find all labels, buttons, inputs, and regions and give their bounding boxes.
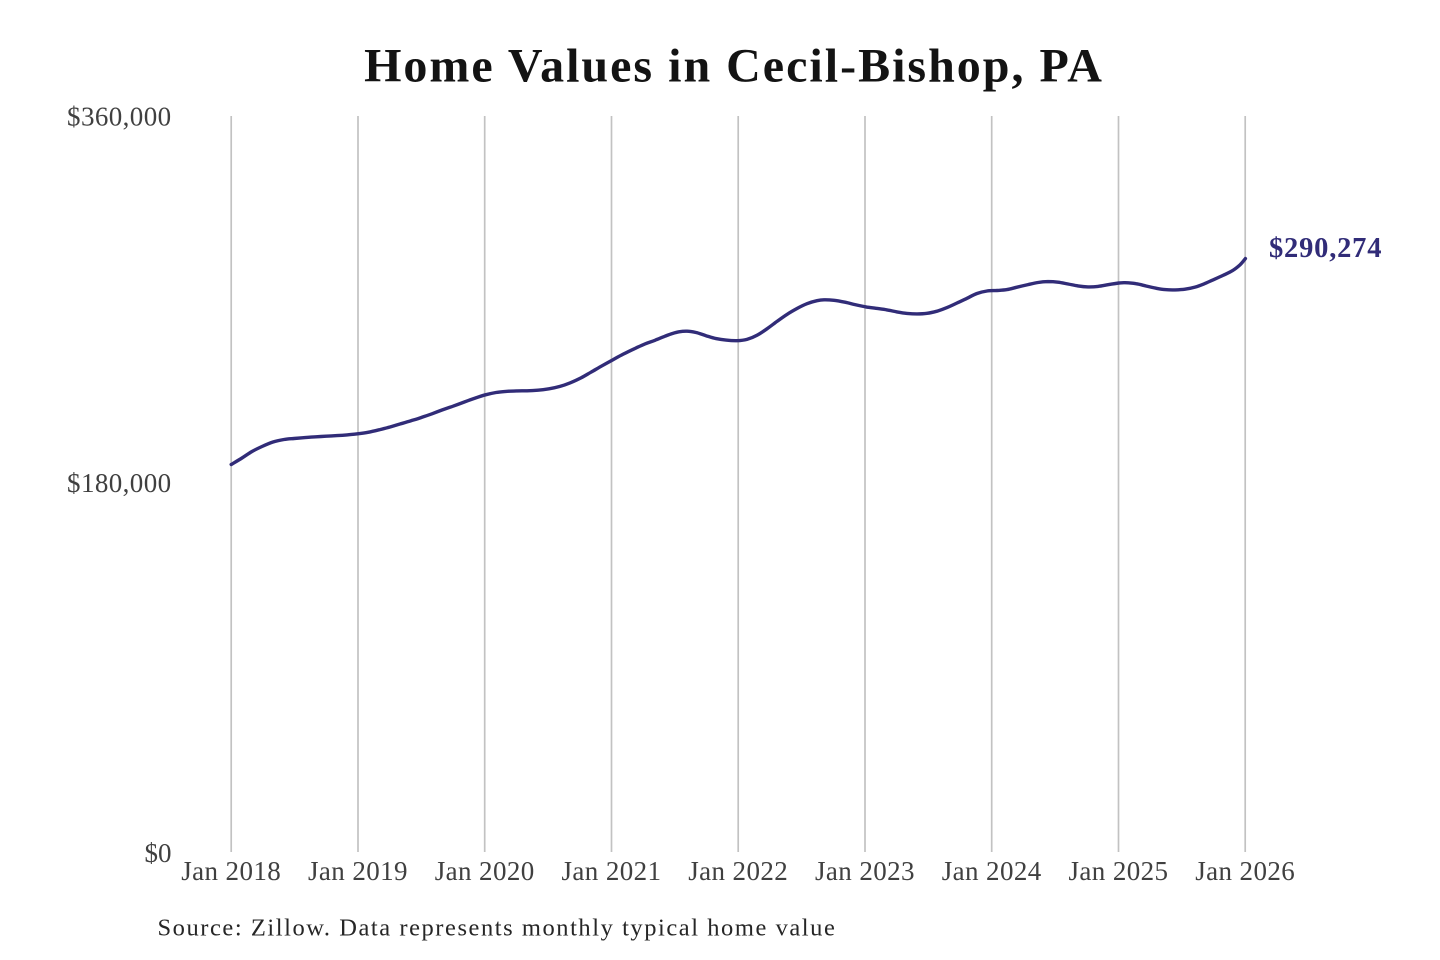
svg-text:Jan 2023: Jan 2023 xyxy=(815,856,915,886)
svg-text:Source: Zillow. Data represent: Source: Zillow. Data represents monthly … xyxy=(158,915,837,942)
svg-text:$0: $0 xyxy=(145,838,172,868)
svg-text:Jan 2022: Jan 2022 xyxy=(688,856,788,886)
svg-text:Jan 2018: Jan 2018 xyxy=(181,856,281,886)
svg-text:$290,274: $290,274 xyxy=(1269,233,1382,264)
svg-text:Jan 2021: Jan 2021 xyxy=(562,856,662,886)
svg-text:Jan 2026: Jan 2026 xyxy=(1195,856,1295,886)
svg-text:Jan 2025: Jan 2025 xyxy=(1069,856,1169,886)
svg-text:Home Values in Cecil-Bishop, P: Home Values in Cecil-Bishop, PA xyxy=(364,40,1104,93)
svg-text:$360,000: $360,000 xyxy=(67,101,171,131)
svg-text:Jan 2024: Jan 2024 xyxy=(942,856,1042,886)
svg-text:$180,000: $180,000 xyxy=(67,468,171,498)
svg-text:Jan 2020: Jan 2020 xyxy=(435,856,535,886)
svg-text:Jan 2019: Jan 2019 xyxy=(308,856,408,886)
